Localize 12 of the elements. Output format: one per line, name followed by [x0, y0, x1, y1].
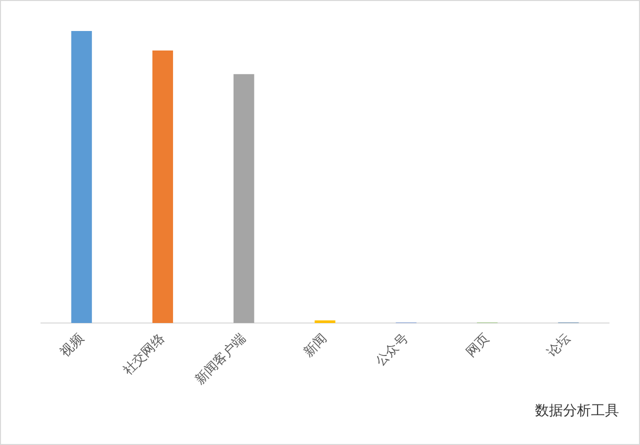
x-tick-label: 论坛: [544, 331, 574, 360]
x-tick-label: 网页: [464, 331, 492, 360]
text: 数据分析工具: [535, 402, 619, 420]
bar: [71, 31, 92, 324]
x-tick-label: 公众号: [373, 331, 412, 370]
x-tick-label: 社交网络: [120, 330, 168, 379]
x-tick-label: 视频: [58, 331, 87, 360]
x-tick-label: 新闻: [301, 331, 330, 360]
bar: [234, 74, 254, 324]
x-tick-label: 新闻客户端: [192, 330, 250, 388]
bar: [152, 50, 174, 324]
bar: [314, 320, 336, 324]
